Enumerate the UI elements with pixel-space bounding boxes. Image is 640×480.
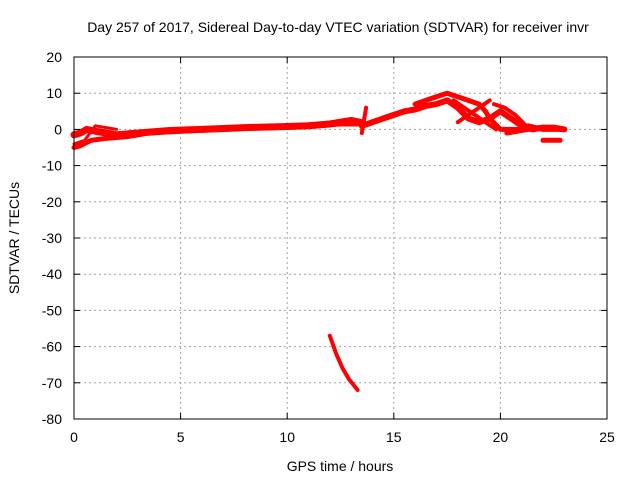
y-tick-label: -30 xyxy=(42,230,62,246)
y-tick-label: -10 xyxy=(42,158,62,174)
x-tick-label: 25 xyxy=(599,429,615,445)
series-band-6 xyxy=(455,98,492,125)
x-tick-label: 5 xyxy=(177,429,185,445)
y-tick-label: -80 xyxy=(42,411,62,427)
data-series xyxy=(70,90,568,392)
chart-title: Day 257 of 2017, Sidereal Day-to-day VTE… xyxy=(87,19,589,35)
y-tick-label: 20 xyxy=(46,49,62,65)
series-band-3 xyxy=(72,124,119,146)
y-tick-label: 10 xyxy=(46,85,62,101)
series-band-7 xyxy=(451,98,499,132)
y-tick-label: -50 xyxy=(42,302,62,318)
y-tick-label: 0 xyxy=(54,121,62,137)
x-axis-label: GPS time / hours xyxy=(287,458,394,474)
y-tick-label: -70 xyxy=(42,375,62,391)
x-tick-label: 20 xyxy=(493,429,509,445)
series-band-2 xyxy=(71,121,363,150)
y-tick-label: -60 xyxy=(42,339,62,355)
series-band-9 xyxy=(504,125,563,136)
x-tick-label: 0 xyxy=(70,429,78,445)
series-band-11 xyxy=(359,105,369,135)
y-axis-label: SDTVAR / TECUs xyxy=(6,182,22,294)
series-band-8 xyxy=(492,102,528,128)
x-tick-label: 15 xyxy=(386,429,402,445)
y-tick-label: -40 xyxy=(42,266,62,282)
axis-ticks: 0 5 10 15 20 25 -80 -70 -60 -50 -40 -30 -20 -10 0 10 20 xyxy=(42,49,615,445)
x-tick-label: 10 xyxy=(279,429,295,445)
y-tick-label: -20 xyxy=(42,194,62,210)
series-band-12 xyxy=(327,333,360,392)
